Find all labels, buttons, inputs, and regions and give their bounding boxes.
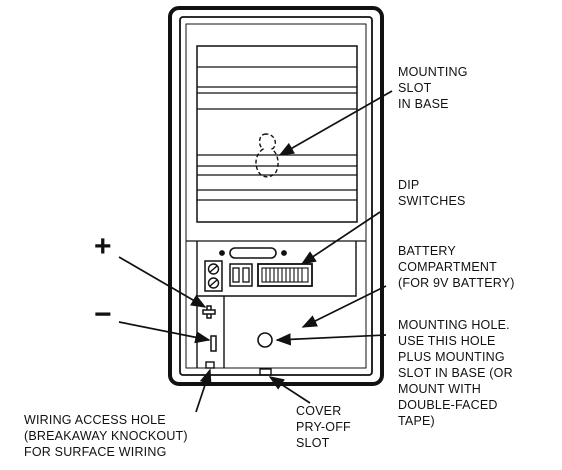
label-line: PLUS MOUNTING [398, 350, 505, 364]
arrow-plus [118, 256, 207, 308]
label-line: USE THIS HOLE [398, 334, 496, 348]
label-line: BATTERY [398, 244, 456, 258]
label-line: MOUNTING HOLE. [398, 318, 510, 332]
label-line: DIP [398, 178, 420, 192]
leader-arrows [118, 90, 393, 413]
label-line: IN BASE [398, 97, 449, 111]
label-line: DOUBLE-FACED [398, 398, 498, 412]
label-line: FOR SURFACE WIRING [24, 445, 167, 459]
cover-pry-off-slot [259, 368, 272, 376]
label-line: MOUNT WITH [398, 382, 482, 396]
label-wiring-access-hole: WIRING ACCESS HOLE (BREAKAWAY KNOCKOUT) … [24, 412, 188, 460]
label-line: SLOT [398, 81, 432, 95]
mounting-slot-keyhole [255, 133, 279, 178]
arrow-dip-switches [300, 211, 381, 265]
connector-9pin [229, 247, 277, 259]
label-line: (FOR 9V BATTERY) [398, 276, 515, 290]
upper-panel-slats [196, 45, 358, 223]
arrow-cover-slot [268, 376, 311, 404]
label-cover-pry-off-slot: COVER PRY-OFF SLOT [296, 403, 351, 451]
label-mounting-slot: MOUNTING SLOT IN BASE [398, 64, 468, 112]
label-line: COMPARTMENT [398, 260, 497, 274]
wiring-access-knockout [205, 361, 215, 369]
label-line: MOUNTING [398, 65, 468, 79]
label-line: WIRING ACCESS HOLE [24, 413, 166, 427]
label-mounting-hole: MOUNTING HOLE. USE THIS HOLE PLUS MOUNTI… [398, 317, 513, 429]
plus-sign-label: + [94, 230, 112, 263]
label-line: SLOT [296, 436, 330, 450]
label-line: PRY-OFF [296, 420, 351, 434]
electronics-compartment [186, 240, 366, 376]
mounting-hole [257, 332, 273, 348]
minus-polarity-mark [210, 335, 217, 352]
label-line: (BREAKAWAY KNOCKOUT) [24, 429, 188, 443]
plus-polarity-mark [202, 305, 216, 319]
label-battery-compartment: BATTERY COMPARTMENT (FOR 9V BATTERY) [398, 243, 515, 291]
label-line: SLOT IN BASE (OR [398, 366, 513, 380]
label-line: SWITCHES [398, 194, 466, 208]
dip-switch-bank [257, 263, 313, 287]
label-line: TAPE) [398, 414, 435, 428]
minus-sign-label: − [94, 298, 112, 331]
label-dip-switches: DIP SWITCHES [398, 177, 466, 209]
arrow-mounting-slot [278, 90, 393, 156]
small-switch-block [229, 263, 253, 287]
arrow-wiring-hole [195, 368, 212, 413]
device-housing [168, 6, 384, 386]
label-line: COVER [296, 404, 342, 418]
arrow-mounting-hole [275, 333, 387, 346]
terminal-block [204, 260, 223, 292]
arrow-minus [118, 321, 211, 344]
arrow-battery [301, 285, 387, 328]
